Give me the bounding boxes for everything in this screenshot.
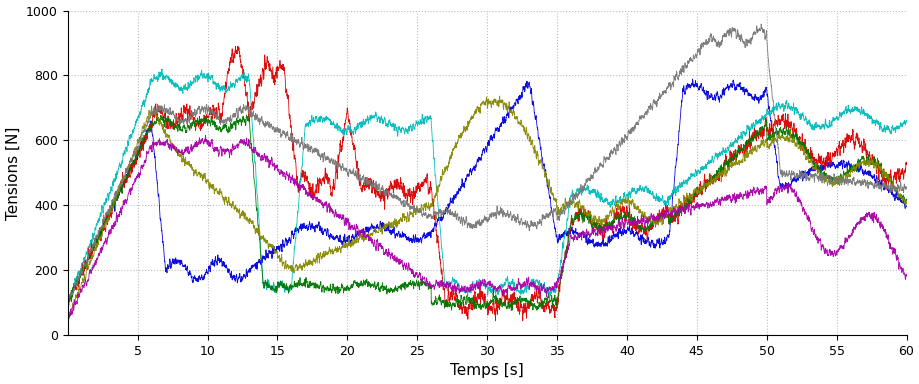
- Y-axis label: Tensions [N]: Tensions [N]: [6, 126, 20, 220]
- X-axis label: Temps [s]: Temps [s]: [449, 363, 524, 379]
